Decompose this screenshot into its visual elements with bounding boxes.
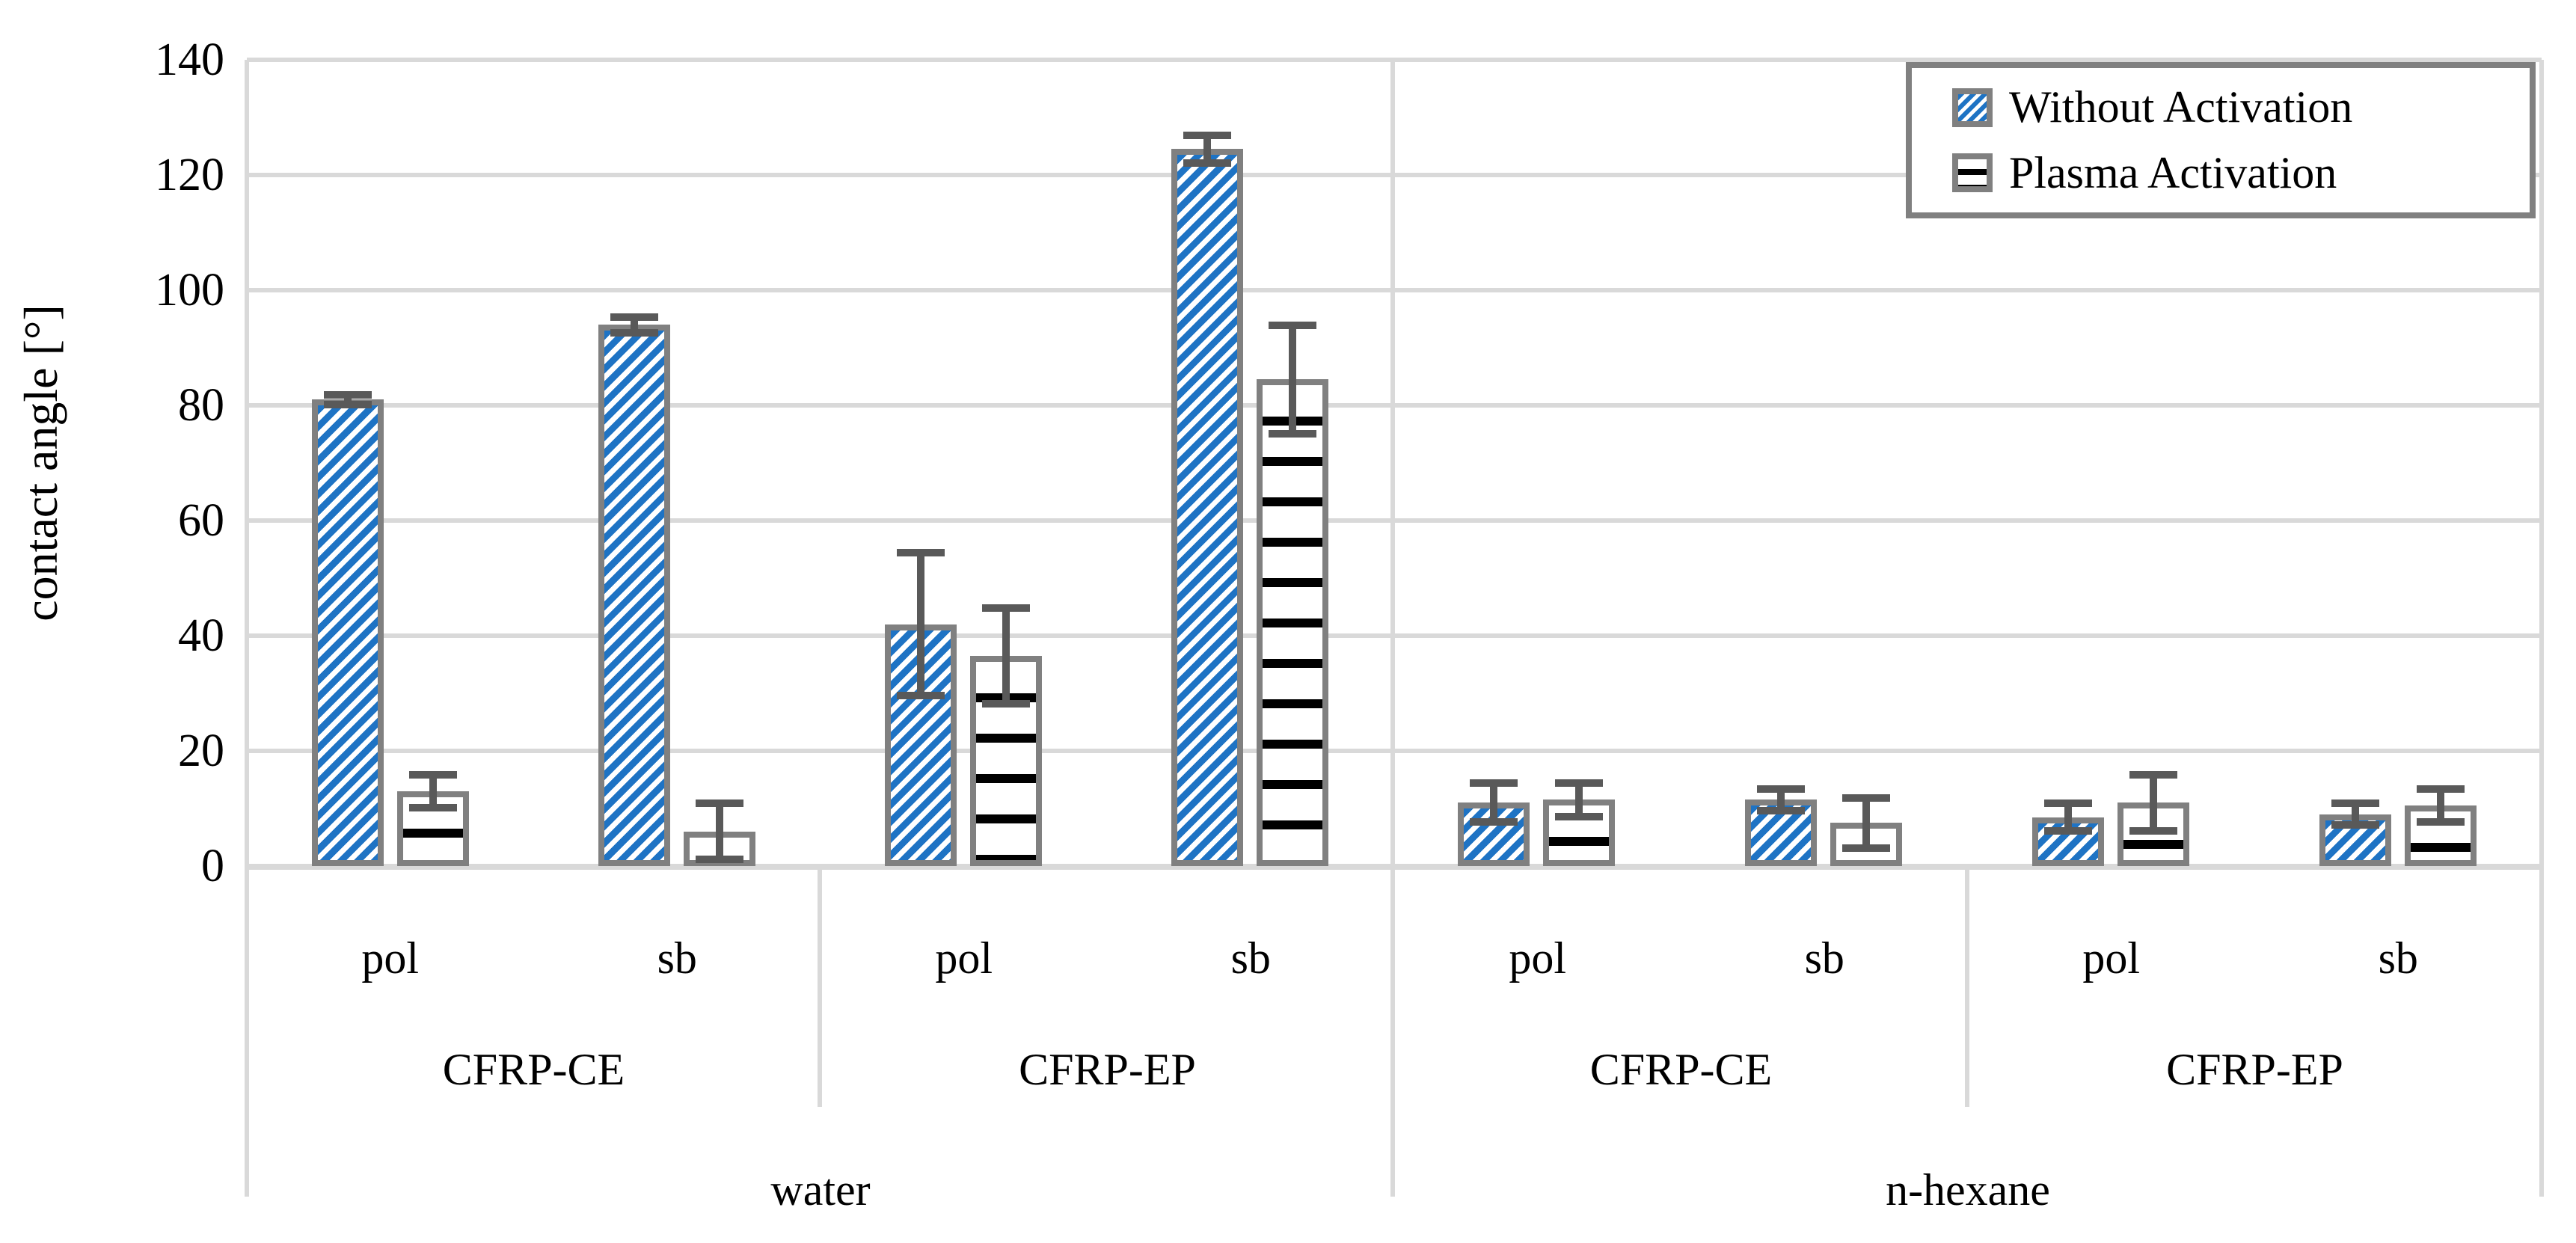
axis-label-surface-sb: sb [1804, 933, 1844, 983]
y-axis-title: contact angle [°] [0, 60, 82, 866]
axis-row-material-labels: CFRP-CE CFRP-EP CFRP-CE CFRP-EP [247, 1023, 2542, 1116]
bar-pair [1680, 799, 1967, 866]
legend: Without Activation Plasma Activation [1906, 62, 2536, 218]
y-axis-title-text: contact angle [°] [14, 304, 67, 622]
axis-label-surface-pol: pol [935, 933, 993, 983]
legend-label-plasma-activation: Plasma Activation [2009, 147, 2337, 197]
y-tick-120: 120 [155, 150, 224, 200]
bar-pair [1393, 799, 1680, 866]
panel-water [247, 60, 1393, 866]
bar-cell-water-CFRP-EP-sb [1106, 60, 1393, 866]
error-bar-without-n-hexane-CFRP-CE-sb [1777, 788, 1785, 811]
error-bar-without-water-CFRP-CE-pol [343, 393, 352, 405]
y-tick-40: 40 [178, 610, 224, 661]
axis-label-solvent-water: water [770, 1164, 871, 1215]
legend-item-without-activation: Without Activation [1952, 82, 2530, 133]
y-tick-80: 80 [178, 380, 224, 431]
material-separator-water [818, 866, 822, 1107]
bar-pair [247, 399, 533, 866]
plasma-activation-swatch-icon [1952, 153, 1993, 193]
bar-cell-n-hexane-CFRP-CE-pol [1393, 60, 1680, 866]
y-tick-20: 20 [178, 725, 224, 776]
bar-without-activation-water-CFRP-CE-sb [598, 325, 670, 866]
axis-label-surface-sb: sb [1230, 933, 1271, 983]
axis-label-surface-sb: sb [657, 933, 697, 983]
error-bar-without-n-hexane-CFRP-CE-pol [1490, 782, 1497, 823]
y-tick-100: 100 [155, 265, 224, 316]
axis-label-surface-pol: pol [2082, 933, 2141, 983]
axis-label-solvent-n-hexane: n-hexane [1886, 1164, 2050, 1215]
without-activation-swatch-icon [1952, 88, 1993, 127]
y-tick-60: 60 [178, 495, 224, 546]
bar-cell-water-CFRP-CE-sb [533, 60, 820, 866]
right-border-line [2539, 60, 2544, 1197]
error-bar-plasma-n-hexane-CFRP-CE-pol [1575, 782, 1583, 817]
axis-label-surface-sb: sb [2378, 933, 2418, 983]
bar-plasma-activation-water-CFRP-EP-sb [1256, 379, 1328, 866]
axis-label-material-CFRP-CE: CFRP-CE [442, 1044, 625, 1094]
error-bar-plasma-water-CFRP-CE-pol [429, 773, 437, 808]
error-bar-without-n-hexane-CFRP-EP-sb [2352, 802, 2359, 826]
bar-cell-n-hexane-CFRP-EP-pol [1967, 60, 2254, 866]
solvent-separator-line [1390, 60, 1395, 1197]
axis-label-surface-pol: pol [361, 933, 420, 983]
axis-label-material-CFRP-EP: CFRP-EP [2166, 1044, 2343, 1094]
material-separator-hexane [1965, 866, 1969, 1107]
error-bar-without-water-CFRP-EP-pol [916, 552, 924, 696]
axis-label-surface-pol: pol [1509, 933, 1567, 983]
error-bar-plasma-n-hexane-CFRP-EP-sb [2437, 788, 2444, 823]
axis-label-material-CFRP-EP: CFRP-EP [1019, 1044, 1196, 1094]
error-bar-plasma-n-hexane-CFRP-EP-pol [2150, 773, 2157, 832]
error-bar-without-water-CFRP-CE-sb [630, 316, 638, 334]
bar-pair [820, 624, 1106, 866]
bar-pair [1967, 802, 2254, 866]
error-bar-plasma-n-hexane-CFRP-CE-sb [1862, 797, 1870, 849]
bar-pair [533, 325, 820, 866]
error-bar-plasma-water-CFRP-CE-sb [715, 802, 723, 861]
bar-without-activation-water-CFRP-EP-sb [1171, 149, 1243, 866]
bar-cell-n-hexane-CFRP-EP-sb [2254, 60, 2542, 866]
bar-cell-n-hexane-CFRP-CE-sb [1680, 60, 1967, 866]
bar-cell-water-CFRP-CE-pol [247, 60, 533, 866]
error-bar-plasma-water-CFRP-EP-sb [1288, 325, 1296, 435]
axis-row-surface-labels: pol sb pol sb pol sb pol sb [247, 866, 2542, 1023]
error-bar-without-n-hexane-CFRP-EP-pol [2064, 802, 2072, 832]
y-tick-0: 0 [201, 841, 224, 891]
bar-cell-water-CFRP-EP-pol [820, 60, 1106, 866]
panel-n-hexane [1393, 60, 2542, 866]
legend-item-plasma-activation: Plasma Activation [1952, 147, 2530, 199]
bar-pair [1106, 149, 1393, 866]
y-tick-140: 140 [155, 34, 224, 85]
axis-label-material-CFRP-CE: CFRP-CE [1589, 1044, 1773, 1094]
error-bar-plasma-water-CFRP-EP-pol [1002, 607, 1010, 705]
axis-row-solvent-labels: water n-hexane [247, 1116, 2542, 1243]
bar-pair [2254, 805, 2542, 866]
error-bar-without-water-CFRP-EP-sb [1203, 135, 1211, 164]
bar-without-activation-water-CFRP-CE-pol [311, 399, 384, 866]
left-axis-line [245, 60, 249, 1197]
legend-label-without-activation: Without Activation [2009, 82, 2353, 132]
